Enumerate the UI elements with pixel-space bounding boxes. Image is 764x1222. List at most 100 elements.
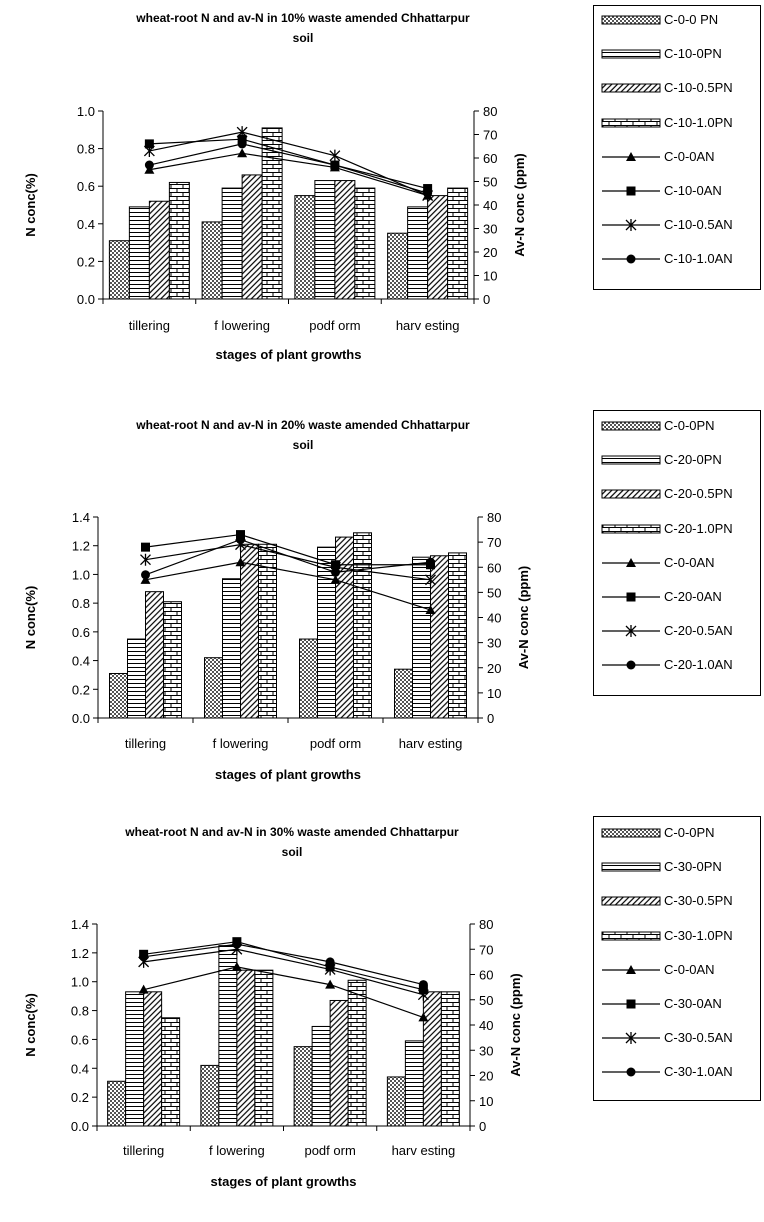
legend-marker: [625, 625, 637, 638]
series-line: [145, 561, 431, 611]
legend-label: C-30-0PN: [664, 859, 722, 875]
x-tick-label: f lowering: [214, 318, 270, 333]
bar: [407, 206, 429, 300]
line-point: [330, 574, 341, 584]
line-point: [144, 139, 154, 149]
y-tick-label: 0.6: [77, 179, 95, 194]
y2-tick-label: 40: [487, 611, 501, 626]
line-point: [140, 574, 151, 584]
series-line: [145, 533, 431, 566]
bar: [109, 672, 128, 719]
x-tick-label: harv esting: [399, 736, 463, 751]
line-point: [138, 984, 149, 994]
legend-label: C-10-0AN: [664, 183, 722, 198]
legend-label: C-20-1.0AN: [664, 657, 733, 673]
y-axis-title: N conc(%): [23, 993, 38, 1057]
legend-patch: [601, 489, 661, 499]
legend-label: C-0-0AN: [664, 554, 715, 570]
bar: [329, 999, 349, 1127]
legend-item: C-0-0AN: [594, 147, 760, 167]
legend-patch: [601, 828, 661, 838]
line-point: [236, 535, 245, 545]
bar: [427, 195, 449, 300]
line-point: [329, 149, 341, 162]
y-tick-label: 1.0: [72, 567, 90, 582]
bar: [127, 638, 146, 719]
legend-item: C-30-0.5PN: [594, 891, 760, 911]
x-tick-label: harv esting: [392, 1143, 456, 1158]
bar: [404, 1040, 424, 1127]
legend-item: C-0-0 PN: [594, 10, 760, 30]
legend-marker: [626, 254, 636, 264]
bar: [125, 991, 145, 1127]
bar: [145, 591, 164, 719]
legend-item: C-20-0.5PN: [594, 484, 760, 504]
line-point: [418, 980, 428, 990]
y2-tick-label: 70: [487, 535, 501, 550]
y2-tick-label: 10: [483, 269, 497, 284]
line-point: [237, 139, 247, 149]
line-point: [236, 530, 245, 540]
y2-tick-label: 70: [479, 942, 493, 957]
y-tick-label: 0.4: [72, 654, 90, 669]
legend-label: C-0-0PN: [664, 825, 715, 840]
y-tick-label: 0.0: [71, 1119, 89, 1134]
legend-item: C-10-0AN: [594, 181, 760, 201]
legend-item: C-0-0AN: [594, 960, 760, 980]
bar: [294, 195, 316, 300]
line-point: [325, 957, 335, 967]
legend-item: C-30-0AN: [594, 994, 760, 1014]
y-tick-label: 1.2: [71, 946, 89, 961]
line-point: [140, 553, 151, 566]
y-tick-label: 0.8: [72, 596, 90, 611]
chart-panel-30pct: wheat-root N and av-N in 30% waste amend…: [0, 814, 764, 1221]
series-line: [143, 966, 424, 1018]
y-axis-title: N conc(%): [23, 173, 38, 237]
y2-axis-title: Av-N conc (ppm): [516, 566, 531, 670]
legend-item: C-30-1.0PN: [594, 926, 760, 946]
y-tick-label: 0.0: [72, 711, 90, 726]
x-axis-title: stages of plant growths: [216, 347, 362, 362]
bar: [311, 1025, 331, 1127]
legend: C-0-0PN C-20-0PN C-20-0.5PN C-20-1.0PN C-0-0…: [593, 410, 761, 696]
legend-label: C-0-0PN: [664, 418, 715, 433]
legend: C-0-0PN C-30-0PN C-30-0.5PN C-30-1.0PN C-0-0…: [593, 816, 761, 1101]
legend-marker: [625, 1032, 637, 1045]
legend-marker: [626, 186, 636, 196]
series-line: [143, 943, 424, 986]
y-tick-label: 1.0: [77, 104, 95, 119]
y2-tick-label: 20: [483, 245, 497, 260]
legend-marker: [625, 219, 637, 232]
bar: [241, 174, 263, 300]
bar: [108, 240, 130, 300]
legend-swatch: [601, 524, 661, 534]
series-line: [149, 152, 428, 197]
legend-item: C-20-0.5AN: [594, 621, 760, 641]
legend-patch: [601, 421, 661, 431]
legend-marker: [626, 660, 636, 670]
line-point: [237, 148, 248, 158]
legend-label: C-10-1.0AN: [664, 251, 733, 267]
x-tick-label: podf orm: [309, 318, 360, 333]
y2-axis-title: Av-N conc (ppm): [512, 153, 527, 257]
line-point: [423, 188, 433, 198]
legend-label: C-30-0.5AN: [664, 1030, 733, 1046]
bar: [386, 1076, 406, 1127]
bar: [299, 638, 318, 719]
chart-panel-10pct: wheat-root N and av-N in 10% waste amend…: [0, 0, 764, 407]
legend-swatch: [602, 999, 660, 1009]
legend-swatch: [602, 964, 660, 974]
y2-axis-title: Av-N conc (ppm): [508, 973, 523, 1077]
legend-marker: [626, 557, 636, 567]
bar: [412, 556, 431, 719]
legend-item: C-20-1.0AN: [594, 655, 760, 675]
legend-label: C-20-0.5AN: [664, 623, 733, 639]
legend-patch: [601, 896, 661, 906]
y2-tick-label: 10: [479, 1094, 493, 1109]
legend-label: C-20-1.0PN: [664, 520, 733, 536]
y2-tick-label: 20: [487, 661, 501, 676]
series-line: [149, 131, 428, 197]
y-tick-label: 1.2: [72, 539, 90, 554]
legend-item: C-20-1.0PN: [594, 519, 760, 539]
line-point: [141, 542, 150, 552]
